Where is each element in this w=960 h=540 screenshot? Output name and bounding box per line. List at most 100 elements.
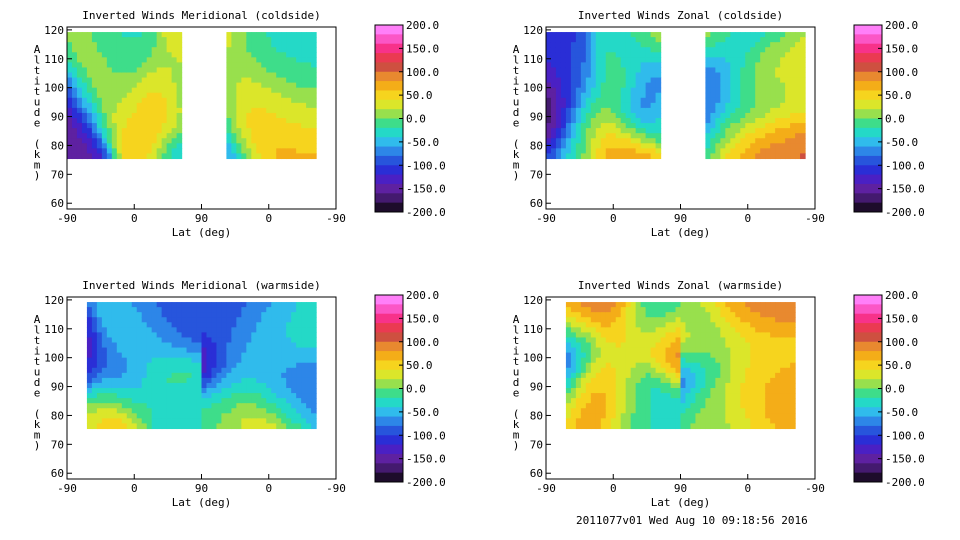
heat-cell [685, 362, 692, 369]
heat-cell [151, 123, 158, 129]
heat-cell [67, 107, 73, 114]
heat-cell [635, 388, 642, 394]
x-tick-label: 0 [744, 482, 751, 495]
heat-cell [730, 118, 736, 124]
heat-cell [116, 352, 123, 359]
heat-cell [600, 52, 607, 58]
heat-cell [67, 128, 73, 134]
heat-cell [670, 302, 677, 308]
heat-cell [306, 42, 312, 48]
heat-cell [121, 312, 128, 318]
heat-cell [251, 357, 257, 364]
heat-cell [306, 362, 312, 369]
heat-cell [565, 413, 572, 419]
heat-cell [296, 148, 302, 154]
heat-cell [546, 47, 552, 53]
heat-cell [605, 148, 612, 154]
heat-cell [615, 133, 622, 139]
heat-cell [126, 322, 133, 328]
heat-cell [730, 423, 736, 430]
heat-cell [640, 42, 647, 48]
heat-cell [291, 128, 297, 134]
heat-cell [655, 102, 662, 109]
heat-cell [266, 317, 272, 323]
heat-cell [720, 408, 726, 414]
heat-cell [226, 52, 232, 58]
heat-cell [595, 398, 602, 404]
heat-cell [595, 153, 602, 160]
heat-cell [131, 118, 138, 124]
heat-cell [590, 357, 597, 364]
heat-cell [241, 72, 247, 79]
heat-cell [745, 357, 751, 364]
heat-cell [780, 57, 786, 63]
heat-cell [715, 107, 721, 114]
heat-cell [555, 32, 562, 38]
heat-cell [106, 72, 113, 79]
heat-cell [141, 87, 148, 94]
heat-cell [196, 312, 203, 318]
colorbar-label: 200.0 [406, 19, 439, 32]
heat-cell [620, 367, 627, 374]
heat-cell [645, 317, 652, 323]
heat-cell [690, 377, 697, 384]
heat-cell [231, 87, 237, 94]
x-tick-label: 0 [265, 482, 272, 495]
heat-cell [81, 97, 88, 104]
heat-cell [605, 138, 612, 144]
heat-cell [206, 377, 213, 384]
heat-cell [141, 123, 148, 129]
heat-cell [166, 312, 173, 318]
heat-cell [755, 102, 761, 109]
heat-cell [725, 322, 731, 328]
heat-cell [281, 153, 287, 160]
heat-cell [615, 52, 622, 58]
heat-cell [141, 67, 148, 74]
heat-cell [785, 317, 791, 323]
heat-cell [86, 302, 93, 308]
heat-cell [226, 118, 232, 124]
heat-cell [191, 307, 198, 313]
heat-cell [660, 398, 667, 404]
heat-cell [745, 112, 751, 119]
heat-cell [770, 398, 776, 404]
heat-cell [555, 82, 562, 89]
heat-cell [306, 37, 312, 43]
heat-cell [101, 52, 108, 58]
heat-cell [146, 107, 153, 114]
heat-cell [131, 72, 138, 79]
heat-cell [800, 62, 806, 69]
heat-cell [650, 123, 657, 129]
heat-cell [610, 118, 617, 124]
heat-cell [575, 337, 582, 344]
heat-cell [625, 123, 632, 129]
heat-cell [705, 317, 711, 323]
heat-cell [261, 413, 267, 419]
heat-cell [580, 97, 587, 104]
heat-cell [296, 312, 302, 318]
heat-cell [106, 382, 113, 389]
heat-cell [281, 352, 287, 359]
heat-cell [156, 307, 163, 313]
heat-cell [111, 148, 118, 154]
heat-cell [231, 302, 237, 308]
heat-cell [131, 413, 138, 419]
heat-cell [755, 138, 761, 144]
heat-cell [91, 72, 98, 79]
heat-cell [575, 87, 582, 94]
heat-cell [231, 398, 237, 404]
heat-cell [740, 47, 746, 53]
heat-cell [166, 77, 173, 84]
heat-cell [176, 418, 183, 424]
heat-cell [136, 67, 143, 74]
heat-cell [635, 138, 642, 144]
heat-cell [136, 413, 143, 419]
panel-4: Inverted Winds Zonal (warmside)607080901… [513, 279, 925, 509]
heat-cell [565, 423, 572, 430]
heat-cell [610, 112, 617, 119]
heat-cell [151, 342, 158, 349]
heat-cell [231, 393, 237, 399]
heat-cell [131, 133, 138, 139]
heat-cell [131, 372, 138, 379]
heat-cell [605, 352, 612, 359]
